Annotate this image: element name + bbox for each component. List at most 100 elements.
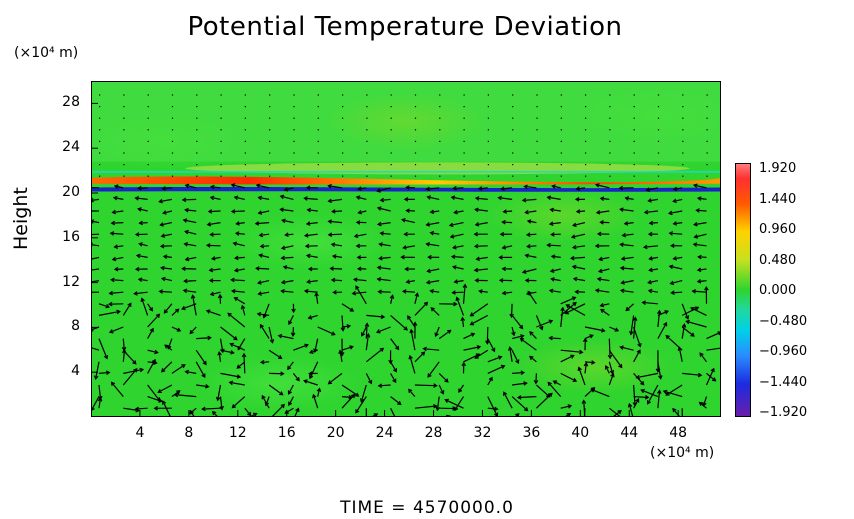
wind-vector-head bbox=[672, 186, 678, 192]
wind-vector bbox=[402, 219, 416, 224]
wind-vector bbox=[426, 243, 440, 247]
wind-vector-head bbox=[599, 220, 604, 225]
wind-vector-head bbox=[109, 231, 115, 236]
wind-vector-head bbox=[426, 195, 431, 200]
wind-vector bbox=[503, 391, 513, 409]
wind-vector bbox=[212, 411, 219, 417]
wind-vector bbox=[670, 280, 683, 285]
wind-vector-head bbox=[425, 222, 431, 227]
wind-vector bbox=[307, 254, 318, 258]
wind-vector-head bbox=[205, 309, 211, 314]
wind-vector bbox=[171, 364, 186, 374]
wind-vector-head bbox=[290, 332, 296, 337]
wind-vector bbox=[341, 384, 359, 397]
wind-vector bbox=[354, 278, 367, 282]
wind-vector-head bbox=[206, 221, 212, 227]
wind-vector bbox=[665, 384, 683, 396]
wind-vector bbox=[212, 256, 221, 260]
wind-vector-head bbox=[355, 409, 360, 414]
wind-vector bbox=[109, 326, 124, 333]
wind-vector-head bbox=[693, 221, 698, 227]
wind-vector bbox=[403, 245, 416, 249]
wind-vector bbox=[147, 396, 162, 402]
wind-vector-head bbox=[475, 256, 481, 262]
wind-vector-head bbox=[601, 328, 606, 333]
wind-vector-head bbox=[449, 234, 455, 239]
wind-vector bbox=[147, 303, 153, 312]
wind-vector-head bbox=[401, 218, 406, 223]
wind-vector bbox=[288, 315, 294, 325]
wind-vector bbox=[678, 347, 683, 362]
wind-vector-head bbox=[234, 231, 240, 236]
wind-vector-head bbox=[282, 265, 288, 270]
wind-vector bbox=[511, 335, 524, 340]
wind-vector-head bbox=[405, 185, 410, 190]
wind-vector bbox=[160, 222, 173, 226]
wind-vector bbox=[698, 197, 707, 200]
wind-vector bbox=[304, 197, 318, 200]
wind-vector bbox=[474, 349, 489, 359]
wind-vector bbox=[330, 267, 343, 270]
wind-vector bbox=[461, 317, 465, 328]
wind-vector bbox=[341, 396, 352, 398]
wind-vector-head bbox=[207, 335, 212, 341]
wind-vector bbox=[673, 187, 683, 191]
wind-vector-head bbox=[182, 218, 188, 223]
wind-vector bbox=[185, 184, 197, 189]
wind-vector-head bbox=[524, 209, 529, 215]
wind-vector-head bbox=[695, 208, 700, 213]
wind-vector-head bbox=[511, 331, 516, 337]
wind-vector-head bbox=[644, 394, 650, 400]
wind-vector bbox=[365, 373, 372, 384]
plot-frame bbox=[91, 81, 721, 417]
wind-vector-head bbox=[264, 401, 270, 407]
wind-vector bbox=[525, 210, 537, 214]
wind-vector bbox=[535, 384, 550, 398]
wind-vector-head bbox=[389, 294, 395, 299]
wind-vector bbox=[624, 222, 634, 225]
wind-vector bbox=[227, 312, 246, 328]
wind-vector bbox=[692, 290, 707, 293]
wind-vector-head bbox=[577, 366, 582, 372]
wind-vector bbox=[454, 396, 465, 411]
wind-vector bbox=[206, 310, 221, 316]
x-tick-label: 48 bbox=[669, 425, 688, 441]
y-axis-ticks bbox=[91, 102, 98, 373]
wind-vector bbox=[202, 407, 221, 410]
wind-vector-head bbox=[304, 343, 309, 348]
wind-vector bbox=[244, 407, 252, 416]
wind-vector-head bbox=[327, 198, 332, 204]
wind-vector-head bbox=[598, 256, 603, 262]
wind-vector bbox=[642, 301, 658, 305]
wind-vector bbox=[390, 314, 408, 331]
wind-vector-head bbox=[434, 332, 439, 338]
wind-vector bbox=[479, 290, 488, 293]
wind-vector-head bbox=[379, 231, 385, 236]
wind-vector bbox=[317, 388, 321, 397]
wind-vector bbox=[573, 222, 586, 227]
wind-vector-head bbox=[378, 242, 383, 247]
wind-vector bbox=[560, 354, 574, 363]
colorbar-label: 1.920 bbox=[759, 161, 797, 176]
wind-vector-head bbox=[620, 256, 626, 261]
wind-vector-head bbox=[254, 221, 260, 226]
wind-vector-head bbox=[215, 396, 221, 402]
wind-vector-head bbox=[357, 186, 362, 191]
wind-vector-head bbox=[181, 197, 187, 203]
wind-vector-head bbox=[623, 221, 629, 226]
wind-vector bbox=[259, 254, 270, 258]
wind-vector bbox=[278, 334, 294, 340]
wind-vector bbox=[360, 384, 367, 402]
wind-vector-head bbox=[217, 350, 222, 356]
wind-vector bbox=[673, 222, 683, 225]
wind-vector bbox=[578, 367, 586, 386]
colorbar-label: −1.440 bbox=[759, 374, 808, 390]
wind-vector bbox=[693, 184, 707, 189]
wind-vector-head bbox=[520, 370, 526, 376]
wind-vector-head bbox=[595, 210, 601, 215]
wind-vector bbox=[174, 394, 197, 398]
wind-vector-head bbox=[617, 410, 622, 415]
wind-vector bbox=[498, 197, 513, 200]
wind-vector-head bbox=[546, 195, 552, 200]
wind-vector bbox=[597, 278, 610, 282]
